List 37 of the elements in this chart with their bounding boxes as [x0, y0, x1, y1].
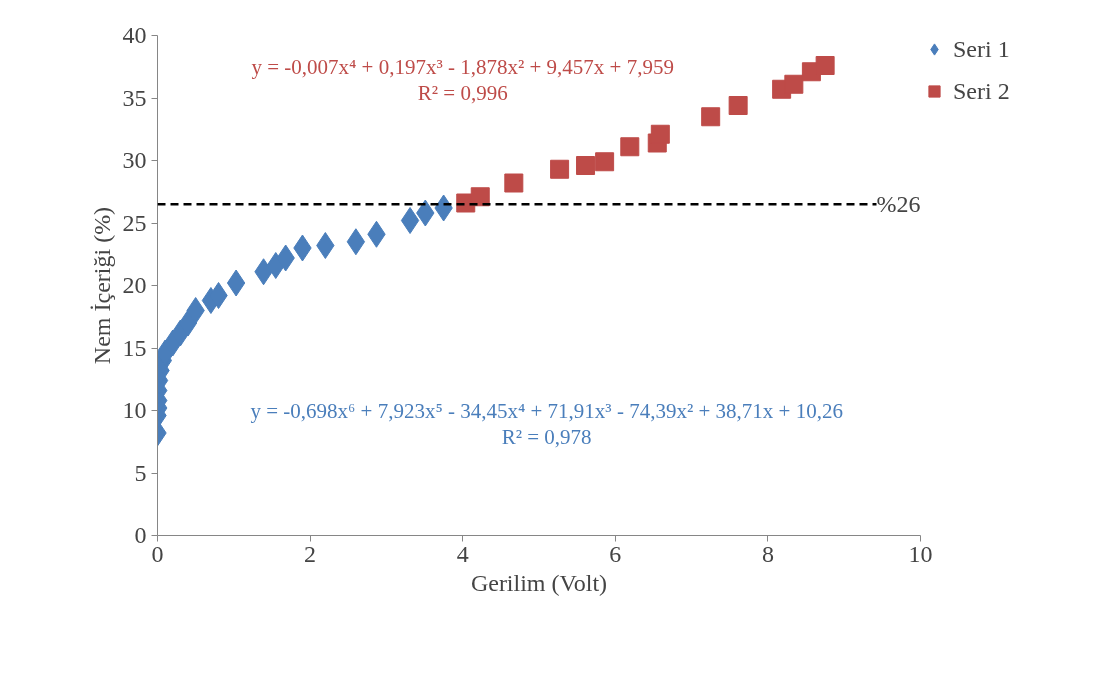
x-tick-label: 6 [609, 540, 622, 567]
y-tick-label: 0 [134, 522, 147, 548]
point [815, 56, 835, 75]
y-tick-label: 20 [122, 272, 147, 298]
point [728, 96, 748, 115]
y-tick-label: 30 [122, 147, 147, 173]
point [701, 107, 721, 127]
point [595, 152, 615, 172]
x-tick-label: 0 [151, 540, 164, 567]
point [504, 173, 524, 193]
y-tick-label: 10 [122, 397, 147, 423]
point [784, 74, 804, 94]
x-tick-label: 4 [456, 540, 469, 567]
y-axis-title: Nem İçeriği (%) [88, 206, 115, 365]
point [620, 137, 640, 157]
x-axis-title: Gerilim (Volt) [470, 569, 608, 596]
x-tick-label: 8 [761, 540, 774, 567]
point [226, 269, 246, 297]
point [316, 232, 335, 259]
x-tick-label: 10 [908, 540, 933, 567]
x-tick-label: 2 [304, 540, 317, 567]
annotation: y = -0,698x⁶ + 7,923x⁵ - 34,45x⁴ + 71,91x³ - 74,39x² + 38,71x + 10,26 R² = 0,978 [250, 398, 843, 449]
legend-label: Seri 2 [953, 77, 1011, 105]
point [576, 156, 596, 175]
point [186, 297, 205, 324]
point [650, 124, 670, 144]
y-tick-label: 5 [134, 459, 147, 486]
y-tick-label: 25 [122, 209, 147, 236]
y-tick-label: 15 [122, 334, 147, 361]
y-tick-label: 35 [122, 84, 147, 111]
ref-line-label: %26 [876, 191, 921, 218]
point [550, 159, 570, 179]
point [346, 228, 366, 256]
y-tick-label: 40 [122, 22, 147, 48]
annotation: y = -0,007x⁴ + 0,197x³ - 1,878x² + 9,457x + 7,959 R² = 0,996 [251, 54, 674, 105]
point [400, 207, 420, 234]
legend-label: Seri 1 [953, 35, 1011, 63]
